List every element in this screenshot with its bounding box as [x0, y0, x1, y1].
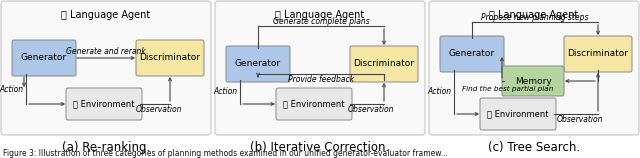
Text: 🖥 Language Agent: 🖥 Language Agent [490, 10, 579, 20]
FancyBboxPatch shape [66, 88, 142, 120]
FancyArrowPatch shape [257, 73, 259, 77]
FancyBboxPatch shape [12, 40, 76, 76]
Text: Discriminator: Discriminator [568, 49, 628, 58]
FancyArrowPatch shape [22, 77, 26, 86]
Text: Memory: Memory [515, 76, 552, 85]
FancyArrowPatch shape [383, 84, 385, 101]
Text: Action: Action [0, 85, 24, 94]
FancyBboxPatch shape [136, 40, 204, 76]
Text: Generator: Generator [21, 54, 67, 63]
Text: Observation: Observation [557, 115, 604, 125]
Text: Observation: Observation [348, 106, 394, 115]
Text: 🌍 Environment: 🌍 Environment [487, 109, 548, 118]
FancyArrowPatch shape [457, 113, 478, 115]
Text: Find the best partial plan: Find the best partial plan [462, 86, 554, 92]
FancyArrowPatch shape [29, 103, 64, 105]
Text: Observation: Observation [136, 106, 182, 115]
Text: 🖥 Language Agent: 🖥 Language Agent [61, 10, 150, 20]
Text: (a) Re-ranking.: (a) Re-ranking. [62, 140, 150, 154]
FancyBboxPatch shape [480, 98, 556, 130]
Text: Generate complete plans: Generate complete plans [273, 16, 369, 25]
FancyBboxPatch shape [1, 1, 211, 135]
FancyBboxPatch shape [215, 1, 425, 135]
Text: Discriminator: Discriminator [140, 54, 200, 63]
FancyArrowPatch shape [383, 29, 385, 44]
FancyArrowPatch shape [596, 74, 600, 111]
FancyArrowPatch shape [500, 58, 504, 78]
Text: Generate and rerank: Generate and rerank [66, 46, 146, 55]
Text: 🌍 Environment: 🌍 Environment [73, 100, 135, 109]
Text: Generator: Generator [235, 60, 281, 69]
Text: (c) Tree Search.: (c) Tree Search. [488, 140, 580, 154]
Text: Action: Action [428, 88, 452, 97]
Text: Provide feedback: Provide feedback [288, 76, 354, 85]
FancyArrowPatch shape [77, 57, 134, 59]
FancyBboxPatch shape [276, 88, 352, 120]
Text: Propose new planning steps: Propose new planning steps [481, 12, 589, 21]
Text: Generator: Generator [449, 49, 495, 58]
Text: Figure 3: Illustration of three categories of planning methods examined in our u: Figure 3: Illustration of three categori… [3, 149, 448, 158]
FancyArrowPatch shape [168, 78, 172, 101]
FancyBboxPatch shape [350, 46, 418, 82]
FancyBboxPatch shape [226, 46, 290, 82]
FancyBboxPatch shape [440, 36, 504, 72]
FancyBboxPatch shape [564, 36, 632, 72]
Text: 🖥 Language Agent: 🖥 Language Agent [275, 10, 365, 20]
Text: 🌍 Environment: 🌍 Environment [284, 100, 345, 109]
FancyBboxPatch shape [502, 66, 564, 96]
FancyArrowPatch shape [243, 103, 274, 105]
FancyArrowPatch shape [566, 80, 595, 82]
Text: Action: Action [214, 88, 238, 97]
Text: (b) Iterative Correction.: (b) Iterative Correction. [250, 140, 390, 154]
Text: Discriminator: Discriminator [353, 60, 415, 69]
FancyArrowPatch shape [596, 25, 600, 34]
FancyBboxPatch shape [429, 1, 639, 135]
